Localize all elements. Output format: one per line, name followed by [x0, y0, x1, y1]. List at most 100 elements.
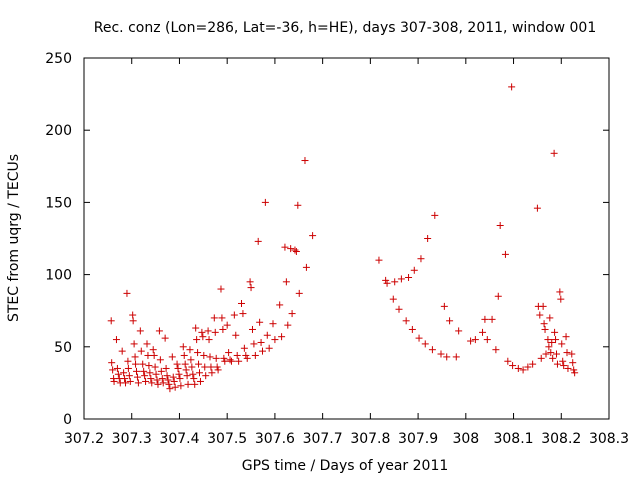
data-point	[140, 367, 148, 375]
data-point	[211, 328, 219, 336]
data-point	[570, 366, 578, 374]
data-point	[159, 379, 167, 387]
data-point	[143, 340, 151, 348]
data-point	[169, 373, 177, 381]
data-point	[564, 364, 572, 372]
data-point	[155, 327, 163, 335]
data-point	[558, 340, 566, 348]
data-point	[557, 295, 565, 303]
data-point	[164, 376, 172, 384]
data-point	[568, 350, 576, 358]
data-point	[207, 363, 215, 371]
data-point	[509, 362, 517, 370]
data-point	[118, 347, 126, 355]
data-point	[124, 357, 132, 365]
data-point	[514, 364, 522, 372]
data-point	[163, 372, 171, 380]
x-tick-label: 307.8	[350, 431, 390, 447]
data-point	[402, 317, 410, 325]
data-point	[556, 288, 564, 296]
data-point	[132, 360, 140, 368]
data-point	[114, 370, 122, 378]
data-point	[242, 351, 250, 359]
data-point	[569, 359, 577, 367]
data-point	[496, 222, 504, 230]
data-point	[247, 284, 255, 292]
data-point	[302, 263, 310, 271]
data-point	[389, 295, 397, 303]
data-point	[166, 385, 174, 393]
data-point	[550, 149, 558, 157]
data-point	[165, 380, 173, 388]
data-point	[227, 357, 235, 365]
data-point	[542, 350, 550, 358]
data-point	[107, 317, 115, 325]
data-point	[158, 375, 166, 383]
data-point	[421, 340, 429, 348]
data-point	[571, 369, 579, 377]
y-tick-label: 250	[45, 51, 72, 67]
data-point	[153, 376, 161, 384]
data-point	[263, 331, 271, 339]
data-point	[284, 321, 292, 329]
data-point	[233, 351, 241, 359]
data-point	[121, 375, 129, 383]
data-point	[559, 357, 567, 365]
data-point	[269, 320, 277, 328]
data-point	[553, 360, 561, 368]
data-point	[479, 328, 487, 336]
data-point	[551, 328, 559, 336]
data-point	[395, 305, 403, 313]
y-axis-label: STEC from uqrg / TECUs	[6, 154, 22, 322]
x-tick-label: 307.7	[303, 431, 343, 447]
data-point	[309, 232, 317, 240]
data-point	[494, 292, 502, 300]
data-point	[126, 377, 134, 385]
data-point	[212, 354, 220, 362]
data-point	[563, 349, 571, 357]
data-point	[145, 362, 153, 370]
data-point	[190, 375, 198, 383]
data-point	[428, 346, 436, 354]
data-point	[210, 314, 218, 322]
data-point	[539, 302, 547, 310]
data-point	[141, 372, 149, 380]
data-point	[547, 349, 555, 357]
data-point	[112, 336, 120, 344]
data-point	[508, 83, 516, 91]
data-point	[180, 351, 188, 359]
y-tick-label: 150	[45, 195, 72, 211]
data-point	[259, 347, 266, 355]
data-point	[282, 278, 290, 286]
data-point	[137, 347, 145, 355]
chart-title: Rec. conz (Lon=286, Lat=-36, h=HE), days…	[94, 20, 596, 36]
data-point	[238, 299, 245, 307]
data-point	[246, 278, 254, 286]
data-point	[200, 351, 208, 359]
data-point	[481, 315, 489, 323]
data-point	[383, 279, 391, 287]
data-point	[471, 336, 479, 344]
data-point	[276, 301, 284, 309]
data-point	[188, 363, 196, 371]
data-point	[452, 353, 460, 361]
data-point	[206, 353, 214, 361]
data-point	[256, 318, 264, 326]
data-point	[133, 367, 140, 375]
x-tick-label: 308.1	[493, 431, 533, 447]
data-point	[288, 310, 296, 318]
x-axis-label: GPS time / Days of year 2011	[242, 458, 449, 474]
data-point	[261, 198, 269, 206]
data-point	[131, 353, 139, 361]
data-point	[382, 276, 390, 284]
data-point	[424, 235, 432, 242]
data-point	[177, 382, 185, 390]
data-point	[142, 377, 150, 385]
x-tick-label: 307.6	[255, 431, 295, 447]
data-point	[191, 380, 199, 388]
data-point	[553, 350, 560, 358]
data-point	[156, 356, 164, 364]
data-point	[254, 237, 262, 245]
data-point	[186, 346, 194, 354]
